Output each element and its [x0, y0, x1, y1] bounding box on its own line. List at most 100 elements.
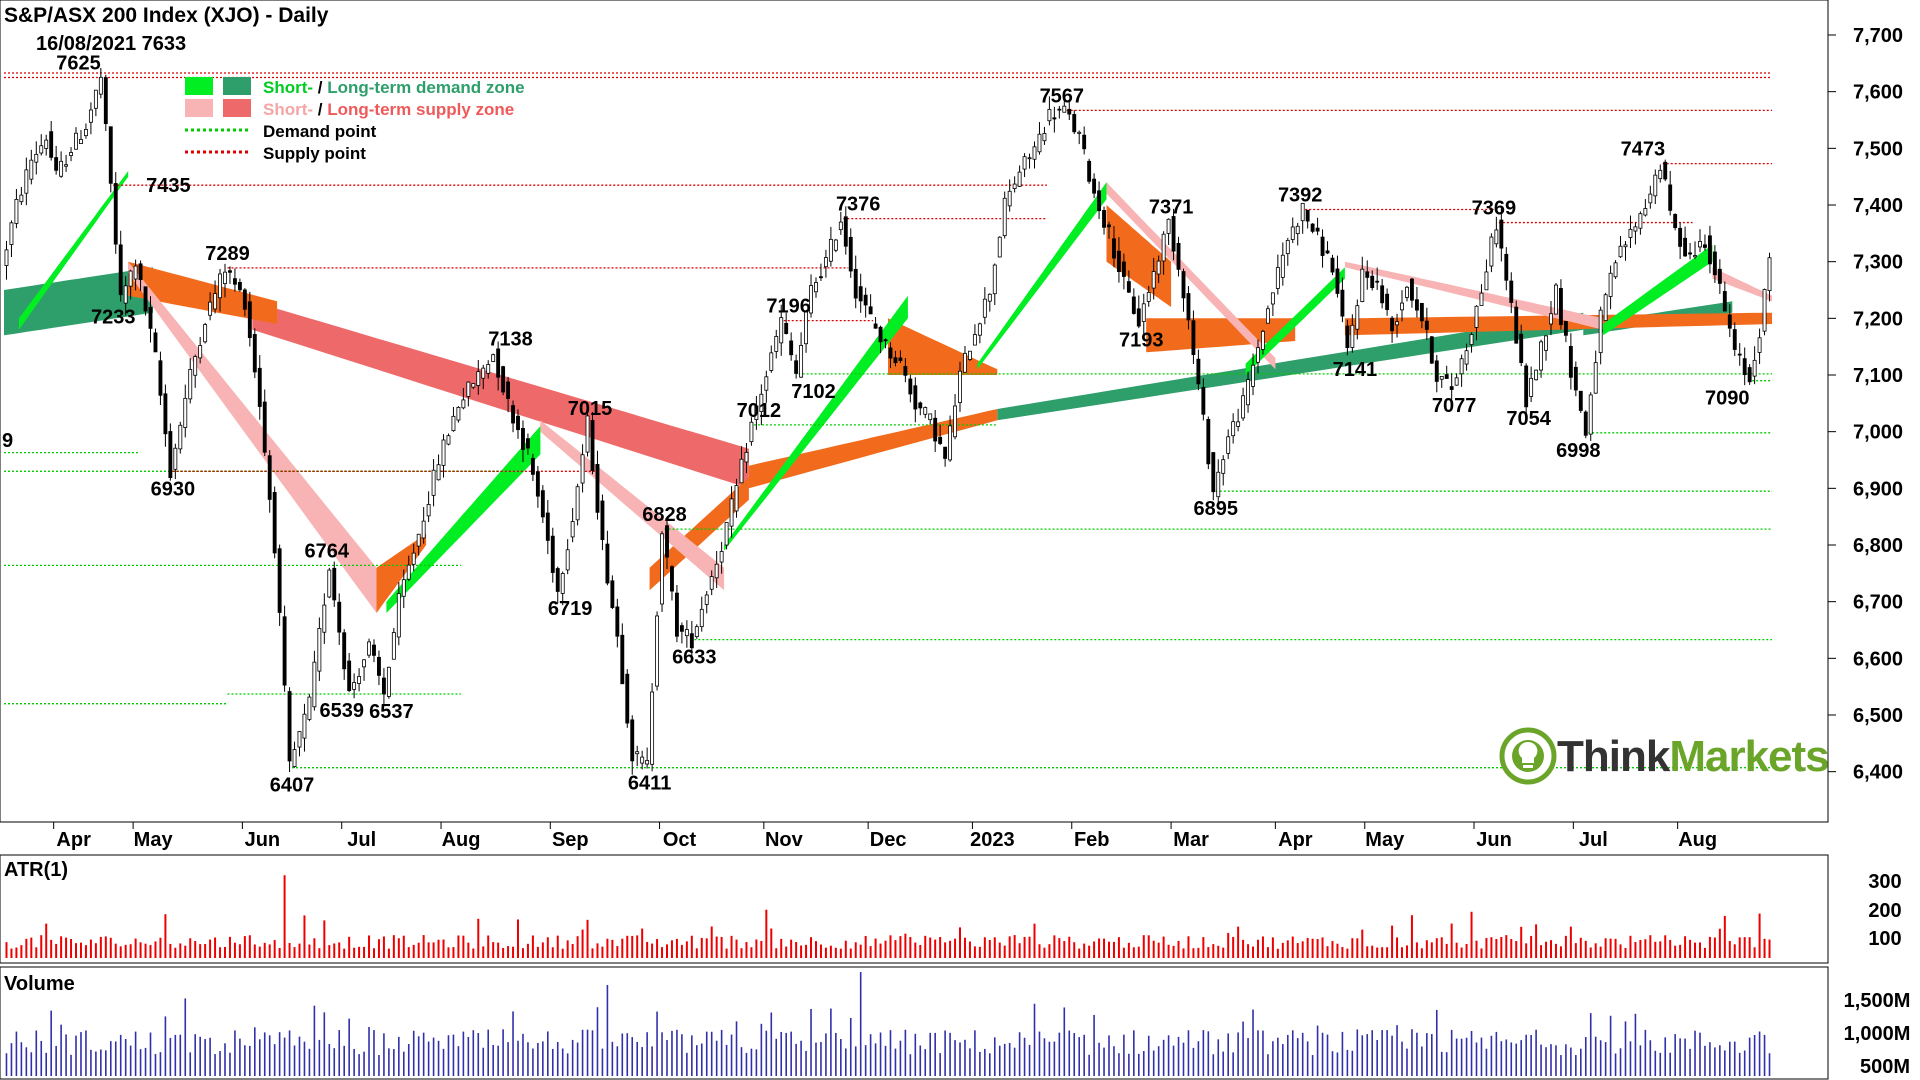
candle-body-49: [247, 301, 252, 339]
candle-body-64: [322, 604, 327, 633]
candle-body-289: [1439, 376, 1444, 380]
candle-body-104: [521, 428, 525, 450]
candle-body-24: [123, 285, 128, 304]
candle-body-152: [759, 393, 764, 412]
legend-demand-short: Short-: [263, 78, 313, 97]
candle-body-99: [496, 348, 501, 378]
annotation-6719: 6719: [548, 598, 593, 620]
candle-body-266: [1325, 250, 1330, 254]
annotation-6764: 6764: [305, 540, 350, 562]
candle-body-177: [883, 339, 888, 342]
candle-body-133: [665, 525, 669, 558]
candle-body-203: [1012, 183, 1017, 189]
short-demand-zone-0: [18, 171, 129, 330]
annotation-7371: 7371: [1149, 196, 1194, 218]
candle-body-118: [590, 420, 595, 471]
candle-body-72: [362, 659, 366, 668]
legend-supply-zone-label: Short- / Long-term supply zone: [263, 100, 514, 119]
candle-body-282: [1405, 286, 1409, 298]
candle-body-84: [421, 520, 426, 539]
candle-body-292: [1454, 377, 1459, 386]
x-tick-label-Jul-68: Jul: [347, 829, 376, 851]
candle-body-38: [193, 356, 198, 376]
y-tick-label-7200: 7,200: [1853, 308, 1903, 330]
candle-body-237: [1181, 271, 1186, 299]
candle-body-293: [1459, 358, 1464, 375]
candle-body-172: [858, 286, 863, 302]
candle-body-122: [610, 580, 615, 608]
candle-body-353: [1757, 337, 1762, 353]
candle-body-47: [237, 282, 242, 291]
annotation-6539: 6539: [319, 700, 364, 722]
candle-body-308: [1534, 369, 1539, 381]
x-tick-label-Jun-48: Jun: [245, 829, 281, 851]
candle-body-1: [9, 222, 14, 245]
candle-body-31: [158, 360, 163, 396]
candle-body-257: [1280, 254, 1285, 278]
annotation-6537: 6537: [369, 701, 414, 723]
x-tick-label-May-274: May: [1365, 829, 1405, 851]
bulb-icon: [1518, 741, 1538, 768]
candle-body-248: [1236, 421, 1241, 427]
candle-body-125: [625, 673, 630, 724]
candle-body-4: [24, 169, 29, 194]
candle-body-135: [674, 592, 679, 637]
candle-body-212: [1057, 108, 1062, 111]
candle-body-162: [809, 285, 813, 314]
candle-body-137: [684, 629, 689, 637]
candle-body-158: [789, 340, 794, 356]
candle-body-326: [1623, 244, 1628, 248]
chart-title: S&P/ASX 200 Index (XJO) - Daily: [4, 4, 329, 27]
candle-body-193: [963, 352, 967, 373]
legend-supply-short: Short-: [263, 100, 313, 119]
candle-body-101: [506, 381, 511, 399]
atr-tick-300: 300: [1868, 871, 1901, 893]
annotation-7090: 7090: [1705, 388, 1750, 410]
candle-body-61: [307, 696, 312, 720]
candle-body-183: [913, 385, 918, 410]
long-demand-zone-0: [4, 267, 153, 336]
candle-body-278: [1385, 293, 1390, 310]
candle-body-316: [1573, 366, 1578, 391]
candle-body-65: [327, 569, 332, 598]
candle-body-58: [292, 749, 297, 767]
volume-tick-1000m: 1,000M: [1844, 1023, 1911, 1045]
atr-panel-label: ATR(1): [4, 859, 68, 881]
candle-body-332: [1653, 174, 1658, 197]
candle-body-181: [903, 366, 908, 376]
candle-body-106: [530, 457, 535, 475]
candle-body-53: [267, 455, 272, 500]
x-tick-label-2023-195: 2023: [970, 829, 1015, 851]
x-tick-label-Apr-256: Apr: [1278, 829, 1313, 851]
candle-body-96: [481, 367, 486, 379]
candle-body-333: [1658, 169, 1663, 180]
candle-body-261: [1300, 202, 1305, 222]
candle-body-166: [828, 238, 833, 262]
candle-body-77: [386, 666, 391, 697]
annotation-6633: 6633: [672, 647, 717, 669]
candle-body-128: [640, 756, 645, 764]
candle-body-301: [1499, 219, 1504, 249]
candle-body-187: [933, 417, 938, 442]
volume-axis: 1,500M 1,000M 500M: [1844, 990, 1911, 1078]
candle-body-69: [347, 660, 352, 691]
candle-body-75: [377, 656, 381, 676]
candle-body-280: [1395, 321, 1399, 326]
candle-body-27: [138, 263, 143, 281]
candle-body-314: [1563, 321, 1568, 336]
annotation-7233: 7233: [91, 307, 136, 329]
long-supply-zone-0: [252, 301, 749, 489]
candle-body-320: [1593, 362, 1598, 394]
candle-body-319: [1588, 394, 1593, 435]
candle-body-157: [784, 322, 789, 334]
candle-body-102: [511, 405, 515, 424]
candle-body-211: [1052, 117, 1057, 120]
atr-bars: [5, 875, 1771, 958]
candle-body-25: [128, 270, 133, 287]
candle-body-81: [406, 564, 411, 580]
candle-body-310: [1544, 335, 1548, 351]
candle-body-239: [1191, 320, 1196, 355]
candle-body-299: [1489, 236, 1494, 267]
candle-body-260: [1295, 225, 1300, 235]
candle-body-129: [645, 760, 650, 765]
